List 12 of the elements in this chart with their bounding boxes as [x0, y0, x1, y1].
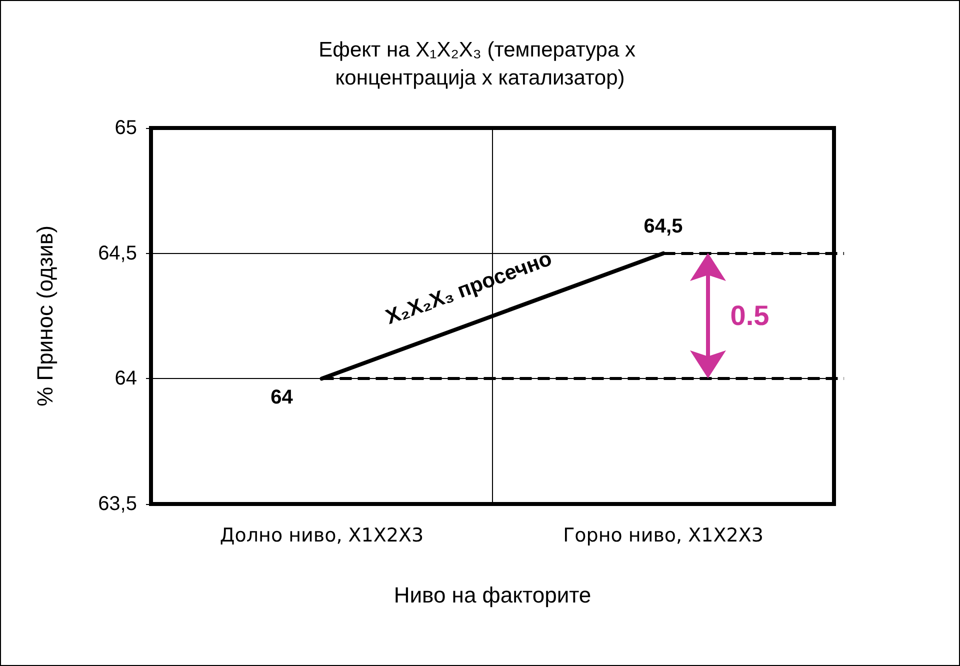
- y-tick-label: 65: [114, 117, 137, 139]
- chart-title: Ефект на X₁X₂X₃ (температура x концентрација x катализатор): [318, 38, 642, 90]
- y-tick-label: 63,5: [98, 493, 137, 515]
- x-axis-title: Ниво на факторите: [394, 582, 592, 608]
- annotation: 0.5: [730, 299, 770, 333]
- y-tick-label: 64,5: [98, 242, 137, 264]
- data-label: 64,5: [644, 215, 683, 238]
- x-tick-label: Горно ниво, X1X2X3: [563, 524, 764, 546]
- y-tick-label: 64: [114, 368, 137, 390]
- data-label: 64: [270, 386, 294, 409]
- y-axis-title: % Принос (одзив): [32, 226, 58, 406]
- x-tick-label: Долно ниво, X1X2X3: [220, 524, 424, 546]
